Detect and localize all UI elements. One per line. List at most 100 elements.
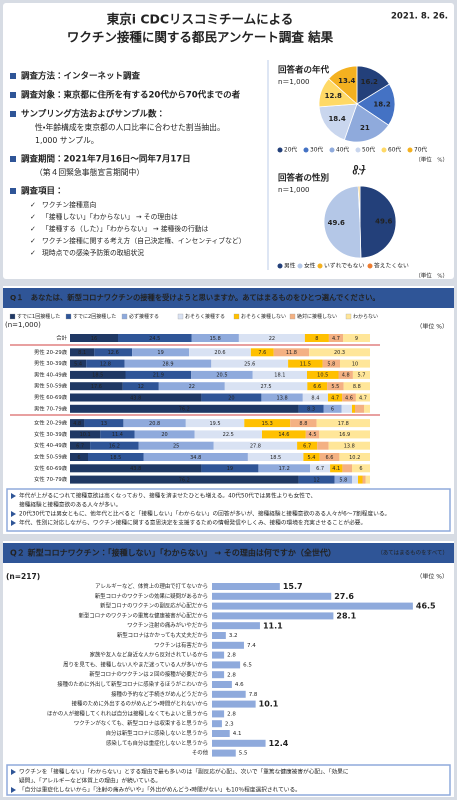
- segment-label: 16.9: [339, 432, 350, 438]
- segment-label: 19: [157, 350, 163, 356]
- segment-label: 12: [313, 477, 319, 483]
- segment-label: 28.9: [162, 361, 173, 367]
- bar-segment: [90, 441, 139, 450]
- check-mark: ✓: [30, 237, 36, 245]
- segment-label: 8.3: [307, 407, 315, 413]
- pie-value-label: 12.8: [325, 92, 342, 100]
- bar: [212, 612, 334, 620]
- segment-label: 13: [101, 421, 107, 427]
- segment-label: 10: [352, 361, 358, 367]
- value-label: 4.1: [233, 731, 242, 737]
- unit-label: （単位 %）: [415, 272, 448, 280]
- bar: [212, 661, 241, 669]
- segment-label: 18.5: [92, 373, 103, 379]
- segment-label: 5.8: [339, 477, 347, 483]
- bar: [212, 671, 225, 679]
- pie-value-label: 0.1: [354, 164, 367, 172]
- category-label: 新型コロナのワクチンの効果に疑問があるから: [95, 592, 208, 600]
- q1-notes-box: [6, 488, 451, 532]
- legend-label: 必ず接種する: [129, 313, 159, 320]
- value-label: 7.4: [247, 643, 256, 649]
- item-sub: ワクチン接種意向: [42, 200, 97, 209]
- bar-segment: [211, 359, 289, 368]
- bar-segment: [322, 359, 340, 368]
- bar-segment: [338, 370, 353, 379]
- bar-segment: [252, 370, 307, 379]
- item-sub: 「接種する（した）」「わからない」 → 接種後の行動は: [42, 224, 209, 233]
- segment-label: 8.1: [78, 350, 86, 356]
- bar-segment: [132, 348, 190, 357]
- bar-segment: [88, 453, 144, 461]
- segment-label: 6.7: [76, 444, 84, 450]
- category-label: アレルギーなど、体質上の理由で打てないから: [95, 582, 208, 590]
- segment-label: 43.8: [130, 466, 141, 472]
- pie-subtitle: n＝1,000: [278, 186, 309, 194]
- pie-value-label: 16.2: [361, 78, 378, 86]
- bar: [212, 602, 413, 610]
- segment-label: 4.7: [332, 336, 340, 342]
- bar-segment: [70, 430, 101, 439]
- slide-3: [3, 541, 454, 797]
- row-label: 女性 20-29歳: [34, 419, 68, 427]
- bar-segment: [118, 334, 192, 342]
- category-label: ワクチン注射の痛みがいやだから: [127, 621, 208, 629]
- legend-label: すでに1回接種した: [17, 313, 60, 320]
- row-label: 男性 40-49歳: [34, 370, 68, 378]
- bar-segment: [70, 464, 202, 473]
- bar-segment: [352, 404, 355, 413]
- segment-label: 6: [359, 466, 362, 472]
- row-label: 男性 20-29歳: [34, 348, 68, 356]
- segment-label: 4.8: [342, 373, 350, 379]
- bar-segment: [134, 430, 195, 439]
- item-sub: （第４回緊急事態宣言期間中）: [35, 167, 144, 177]
- row-label: 合計: [56, 334, 67, 342]
- segment-label: 5.8: [327, 361, 335, 367]
- bar-segment: [352, 475, 358, 484]
- legend-swatch: [329, 147, 335, 153]
- check-mark: ✓: [30, 249, 36, 257]
- value-label: 4.6: [235, 682, 244, 688]
- legend-swatch: [407, 147, 413, 153]
- value-label: 7.8: [249, 692, 258, 698]
- bar-segment: [185, 419, 245, 428]
- bar-segment: [362, 475, 366, 484]
- bar-segment: [158, 382, 225, 391]
- item-sub: 現時点での感染予防策の取組状況: [42, 248, 144, 257]
- segment-label: 11.4: [112, 432, 123, 438]
- bar-segment: [213, 441, 298, 450]
- segment-label: 5.4: [308, 455, 316, 461]
- segment-label: 6.7: [303, 444, 311, 450]
- bar-segment: [307, 370, 339, 379]
- bar-segment: [124, 359, 212, 368]
- legend-label: 40代: [336, 146, 349, 154]
- bar-segment: [355, 393, 370, 402]
- bullet: [10, 188, 16, 194]
- row-label: 女性 50-59歳: [34, 453, 68, 461]
- segment-label: 8: [315, 336, 318, 342]
- segment-label: 27.5: [260, 384, 271, 390]
- q2-header-bar: [3, 543, 454, 563]
- segment-label: 15.8: [210, 336, 221, 342]
- bar-segment: [298, 475, 335, 484]
- unit-label: （単位 %）: [416, 323, 448, 331]
- legend-label: 70代: [414, 146, 427, 154]
- bar-segment: [273, 348, 310, 357]
- bar-segment: [302, 393, 328, 402]
- segment-label: 43.8: [130, 395, 141, 401]
- q2-heading: Q２ 新型コロナワクチン：「接種しない」「わからない」 → その理由は何ですか（…: [10, 548, 336, 558]
- bar: [212, 622, 260, 630]
- segment-label: 22.5: [223, 432, 234, 438]
- pie-value-label: 13.4: [338, 77, 355, 85]
- segment-label: 18.1: [274, 373, 285, 379]
- bar-segment: [334, 475, 352, 484]
- segment-label: 20: [228, 395, 234, 401]
- value-label: 2.3: [225, 721, 234, 727]
- bar-segment: [250, 348, 274, 357]
- note-text: 20代30代では男女ともに、他年代と比べると「接種しない」「わからない」の回答が…: [19, 510, 390, 518]
- value-label: 10.1: [259, 700, 279, 709]
- bar-segment: [340, 359, 370, 368]
- bar-segment: [358, 475, 363, 484]
- segment-label: 10.1: [80, 432, 91, 438]
- segment-label: 19.5: [209, 421, 220, 427]
- segment-label: 11.8: [286, 350, 297, 356]
